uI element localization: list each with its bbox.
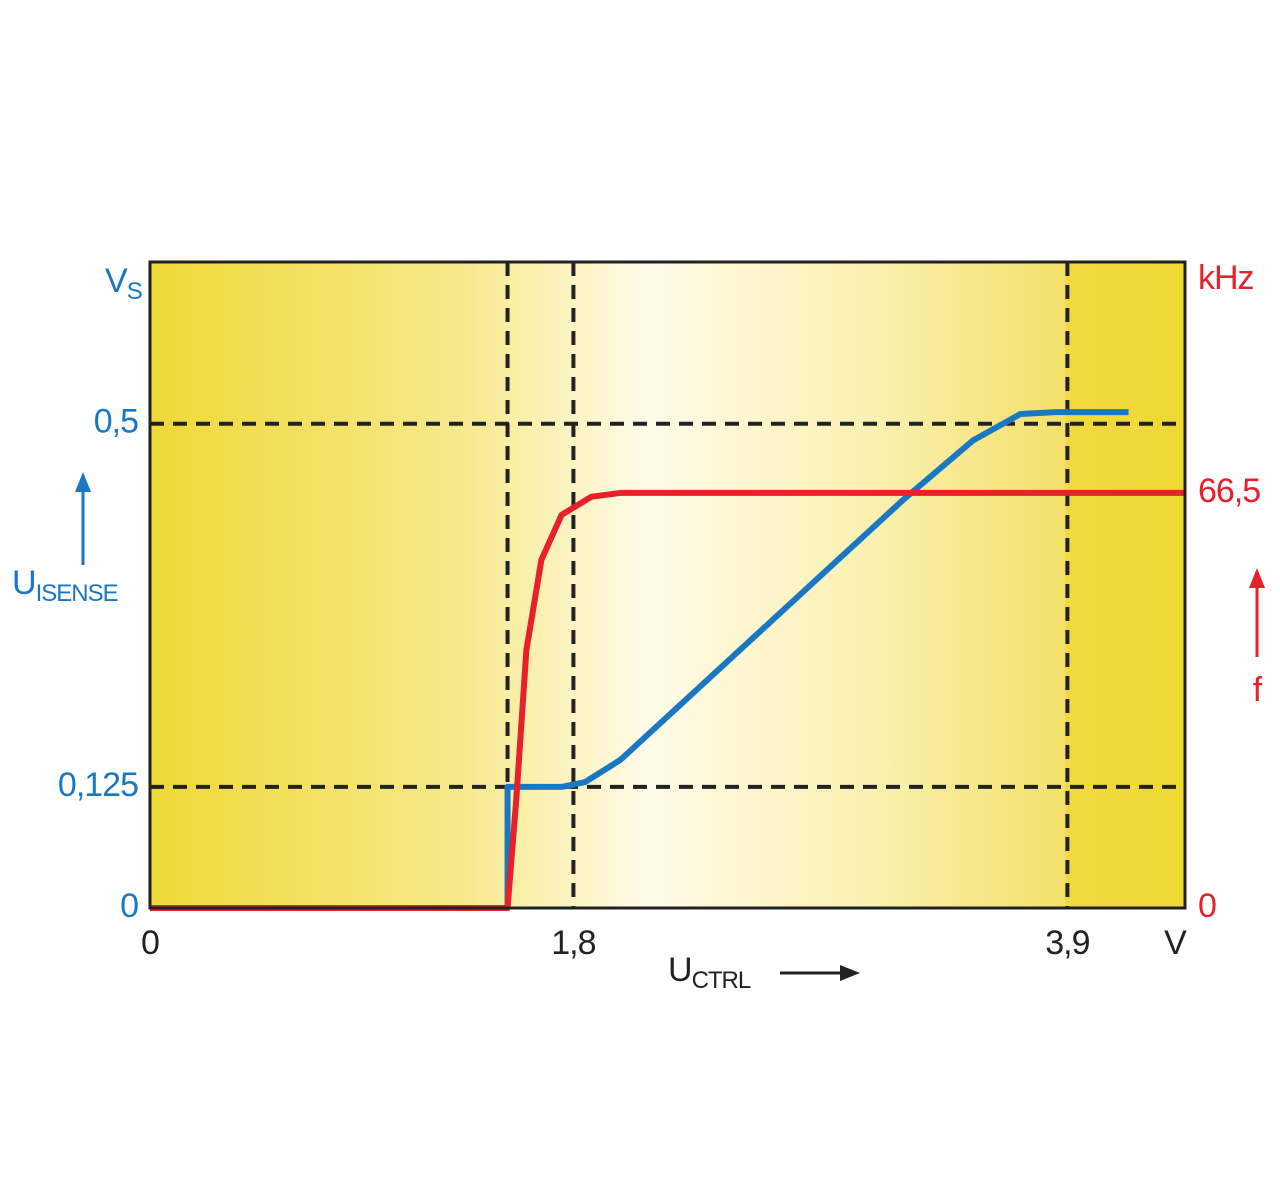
x-unit: V	[1164, 924, 1187, 962]
x-label-main: U	[668, 951, 692, 989]
x-tick-label: 1,8	[551, 924, 595, 962]
y-unit-main: V	[105, 262, 128, 300]
y2-unit: kHz	[1198, 259, 1254, 297]
y2-tick-label: 0	[1198, 887, 1216, 925]
y-tick-label: 0	[120, 887, 138, 925]
x-label: UCTRL	[668, 951, 751, 994]
x-arrow-head	[840, 965, 860, 981]
plot-background	[150, 262, 1185, 908]
y-label-main: U	[12, 564, 36, 602]
x-tick-label: 0	[141, 924, 159, 962]
y2-tick-label: 66,5	[1198, 472, 1260, 510]
y-tick-label: 0,5	[94, 403, 138, 441]
data-line	[150, 489, 1185, 911]
plot-frame	[148, 260, 1187, 910]
x-label-sub: CTRL	[692, 967, 751, 994]
x-tick-label: 3,9	[1045, 924, 1089, 962]
data-line	[150, 409, 1129, 911]
y-label-sub: ISENSE	[36, 580, 118, 607]
y2-label: f	[1253, 671, 1263, 709]
y-arrow-head	[75, 472, 91, 492]
y-unit-sub: S	[127, 278, 142, 305]
y2-arrow-head	[1249, 568, 1265, 588]
y-tick-label: 0,125	[58, 766, 138, 804]
y-unit: VS	[105, 262, 142, 305]
y-label: UISENSE	[12, 564, 118, 607]
